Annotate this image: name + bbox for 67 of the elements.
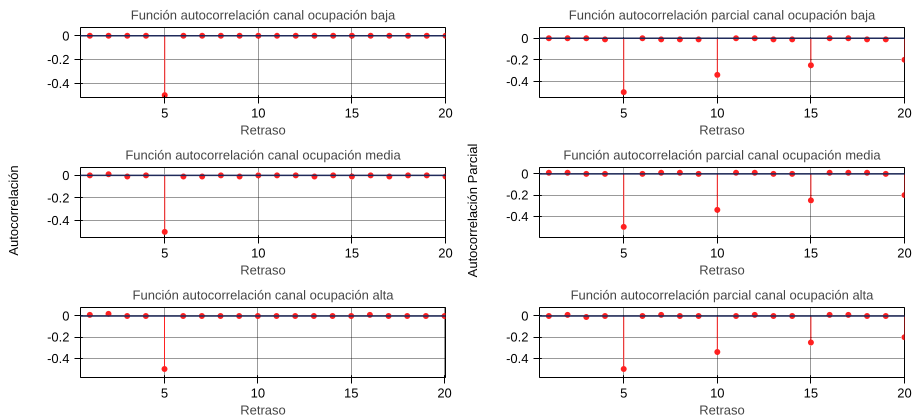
chart-title: Función autocorrelación canal ocupación media <box>125 148 402 162</box>
y-axis-title: Autocorrelación Parcial <box>465 144 480 278</box>
point <box>714 206 720 213</box>
x-tick-label: 5 <box>620 386 628 400</box>
x-tick-label: 15 <box>804 386 818 400</box>
y-tick-label: -0.2 <box>506 330 529 345</box>
chart-title: Función autocorrelación parcial canal ocupación baja <box>568 8 876 22</box>
y-tick-label: 0 <box>521 30 529 46</box>
chart-title: Función autocorrelación canal ocupación baja <box>130 8 396 22</box>
y-tick-label: -0.2 <box>47 190 70 206</box>
x-tick-label: 20 <box>897 386 912 400</box>
x-tick-label: 20 <box>897 246 912 260</box>
x-tick-label: 20 <box>438 246 453 260</box>
x-tick-label: 15 <box>804 246 818 260</box>
point <box>808 62 814 68</box>
y-tick-label: 0 <box>62 168 70 183</box>
point <box>808 340 814 346</box>
x-axis-title: Retraso <box>699 262 745 278</box>
point <box>620 89 627 96</box>
x-tick-label: 10 <box>710 106 725 120</box>
point <box>620 224 627 230</box>
x-tick-label: 10 <box>251 106 266 120</box>
point <box>162 228 168 235</box>
point <box>714 72 720 78</box>
x-tick-label: 15 <box>344 106 360 120</box>
chart-title: Función autocorrelación parcial canal ocupación alta <box>570 288 874 302</box>
y-tick-label: 0 <box>521 166 529 182</box>
y-tick-label: -0.4 <box>47 76 70 91</box>
x-tick-label: 5 <box>620 106 628 120</box>
x-tick-label: 10 <box>710 246 725 260</box>
x-axis-title: Retraso <box>699 122 745 138</box>
y-tick-label: -0.2 <box>506 188 529 203</box>
x-tick-label: 20 <box>897 106 912 120</box>
y-tick-label: 0 <box>62 28 70 44</box>
y-tick-label: -0.2 <box>47 52 70 68</box>
y-tick-label: 0 <box>521 308 529 324</box>
x-tick-label: 5 <box>620 246 628 260</box>
x-tick-label: 20 <box>438 106 453 120</box>
x-tick-label: 10 <box>251 246 266 260</box>
x-axis-title: Retraso <box>240 402 286 418</box>
y-tick-label: -0.4 <box>47 350 70 366</box>
x-axis-title: Retraso <box>240 122 286 138</box>
x-tick-label: 10 <box>710 386 725 400</box>
y-tick-label: -0.4 <box>506 350 529 366</box>
y-tick-label: -0.2 <box>506 52 529 68</box>
point <box>808 197 814 204</box>
y-tick-label: -0.2 <box>47 330 70 345</box>
x-tick-label: 15 <box>344 386 358 400</box>
x-tick-label: 5 <box>160 386 168 400</box>
y-tick-label: -0.4 <box>506 74 529 89</box>
y-tick-label: -0.4 <box>47 213 70 228</box>
x-axis-title: Retraso <box>699 402 745 418</box>
y-tick-label: 0 <box>62 308 70 324</box>
chart-title: Función autocorrelación canal ocupación alta <box>132 288 394 302</box>
x-tick-label: 15 <box>804 106 818 120</box>
x-tick-label: 15 <box>344 246 360 260</box>
chart-title: Función autocorrelación parcial canal ocupación media <box>563 148 882 162</box>
x-tick-label: 5 <box>161 106 168 120</box>
x-tick-label: 10 <box>250 386 266 400</box>
point <box>714 349 720 356</box>
y-axis-title: Autocorrelación <box>6 165 22 256</box>
point <box>162 366 168 372</box>
y-tick-label: -0.4 <box>506 208 529 224</box>
point <box>620 366 627 372</box>
x-tick-label: 5 <box>161 246 168 260</box>
x-axis-title: Retraso <box>240 262 286 278</box>
x-tick-label: 20 <box>437 386 452 400</box>
